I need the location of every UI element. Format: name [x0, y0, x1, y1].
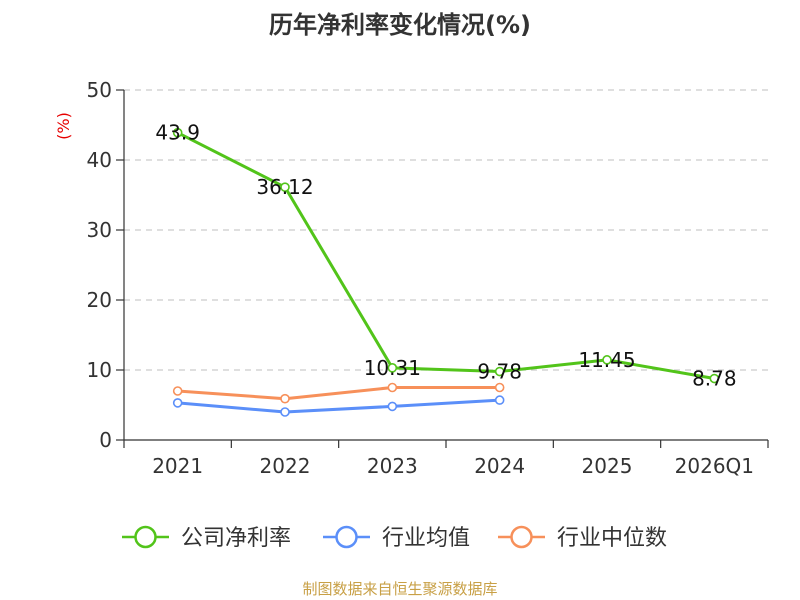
- legend-item-2: 行业中位数: [498, 525, 667, 551]
- data-point: [280, 407, 290, 417]
- data-point: [494, 395, 505, 405]
- data-point: [387, 382, 398, 393]
- x-tick-label: 2026Q1: [675, 454, 754, 478]
- data-point: [172, 398, 183, 408]
- data-label: 9.78: [477, 360, 522, 384]
- data-label: 8.78: [692, 367, 737, 391]
- series-0: [172, 127, 720, 384]
- x-tick-label: 2025: [582, 454, 633, 478]
- series-line: [176, 131, 715, 381]
- series-line: [177, 386, 500, 401]
- data-label: 10.31: [364, 356, 421, 380]
- legend-label: 公司净利率: [181, 526, 291, 551]
- data-point: [280, 393, 290, 404]
- data-label: 43.9: [155, 121, 200, 145]
- y-tick-label: 30: [87, 218, 112, 242]
- data-label: 11.45: [578, 348, 635, 372]
- y-tick-label: 0: [99, 428, 112, 452]
- data-label: 36.12: [256, 175, 313, 199]
- x-tick-label: 2021: [152, 454, 203, 478]
- y-tick-label: 10: [87, 358, 112, 382]
- legend-item-0: 公司净利率: [122, 525, 291, 551]
- source-note: 制图数据来自恒生聚源数据库: [302, 580, 497, 598]
- series-layer: [172, 127, 720, 417]
- data-point: [172, 127, 183, 138]
- data-point: [709, 373, 720, 384]
- x-tick-label: 2023: [367, 454, 418, 478]
- gridlines: [124, 89, 768, 371]
- y-tick-label: 50: [87, 78, 112, 102]
- data-labels: 43.9 36.12 10.31 9.78 11.45 8.78: [155, 121, 736, 391]
- data-point: [387, 401, 398, 412]
- x-tick-label: 2022: [260, 454, 311, 478]
- series-1: [172, 395, 505, 417]
- series-line: [177, 398, 500, 414]
- legend-item-1: 行业均值: [323, 525, 470, 551]
- legend-marker: [510, 525, 533, 549]
- legend-label: 行业均值: [382, 526, 470, 551]
- data-point: [494, 382, 505, 393]
- legend-marker: [335, 525, 358, 549]
- legend-label: 行业中位数: [557, 526, 667, 551]
- series-2: [172, 382, 505, 404]
- chart-title: 历年净利率变化情况(%): [269, 11, 531, 39]
- legend: 公司净利率 行业均值 行业中位数: [122, 525, 667, 551]
- data-point: [172, 386, 183, 396]
- data-point: [387, 363, 398, 373]
- y-tick-label: 40: [87, 148, 112, 172]
- data-point: [494, 366, 505, 377]
- legend-marker: [134, 525, 157, 549]
- x-tick-label: 2024: [474, 454, 525, 478]
- y-axis-label: (%): [54, 112, 73, 140]
- y-tick-label: 20: [87, 288, 112, 312]
- axes: 0 10 20 30 40 50 2021 2022 2023 2024 2025 2026Q1: [87, 78, 769, 478]
- data-point: [280, 182, 290, 192]
- data-point: [602, 355, 612, 365]
